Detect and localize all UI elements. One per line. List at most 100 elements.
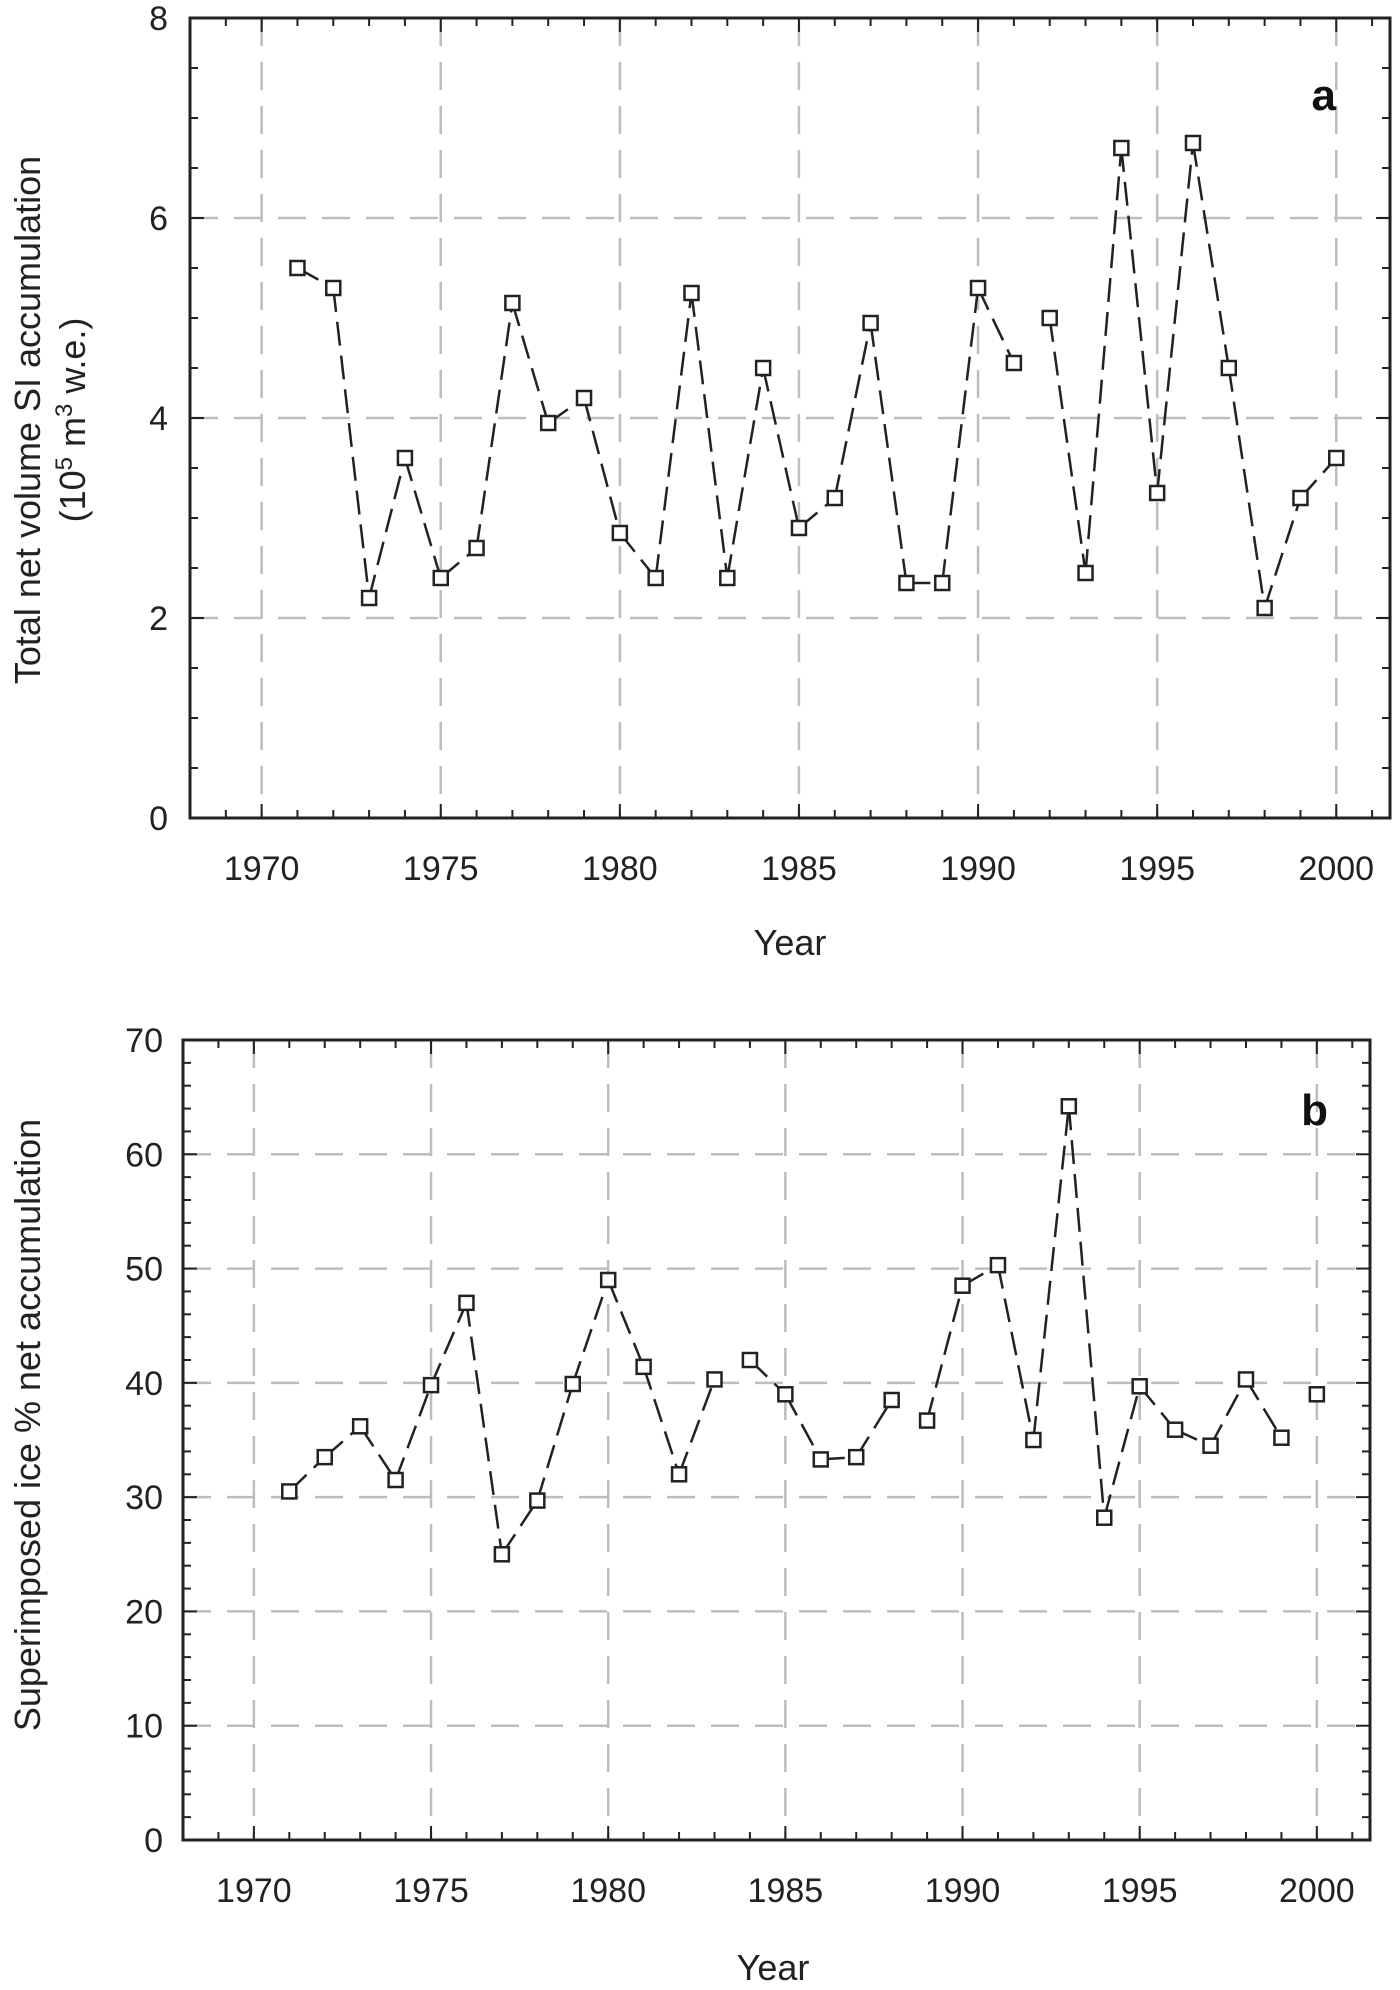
series-segment — [642, 1366, 681, 1475]
x-tick-label: 1975 — [393, 1872, 469, 1910]
data-point-marker — [683, 284, 700, 302]
series-segment — [996, 1264, 1035, 1441]
data-point-marker — [790, 519, 808, 537]
data-point-marker — [316, 1448, 333, 1466]
x-tick-label: 1980 — [570, 1872, 646, 1910]
data-point-marker — [706, 1371, 723, 1388]
panel-b-y-tick-labels: 0 10 20 30 40 50 60 70 — [125, 1022, 163, 1860]
series-segment — [571, 1279, 610, 1385]
panel-a-y-tick-labels: 0 2 4 6 8 — [149, 0, 168, 838]
series-segment — [429, 1302, 468, 1386]
series-segment — [403, 457, 442, 579]
data-point-marker — [468, 539, 485, 557]
x-tick-label: 2000 — [1279, 1872, 1355, 1910]
data-point-marker — [1256, 599, 1273, 617]
data-point-marker — [458, 1294, 475, 1312]
data-point-marker — [529, 1492, 546, 1509]
data-point-marker — [281, 1483, 298, 1500]
panel-b-ticks — [182, 1039, 1370, 1841]
series-segment — [1155, 142, 1195, 494]
x-tick-label: 1970 — [216, 1872, 292, 1910]
series-segment — [1084, 147, 1123, 574]
panel-a-x-axis-title: Year — [754, 922, 827, 963]
y-tick-label: 8 — [149, 0, 168, 38]
panel-b-letter: b — [1301, 1086, 1328, 1135]
y-tick-label: 60 — [125, 1136, 163, 1174]
data-point-marker — [954, 1277, 971, 1294]
data-point-marker — [422, 1376, 440, 1394]
x-tick-label: 1995 — [1119, 850, 1195, 888]
data-point-marker — [741, 1351, 759, 1369]
data-point-marker — [1292, 489, 1309, 507]
x-tick-label: 1980 — [582, 850, 658, 888]
series-segment — [1103, 1385, 1141, 1519]
data-point-marker — [826, 489, 844, 507]
series-segment — [726, 367, 765, 579]
series-segment — [394, 1384, 433, 1481]
data-point-marker — [812, 1451, 830, 1468]
data-point-marker — [575, 389, 593, 407]
series-segment — [1120, 147, 1159, 494]
data-point-marker — [351, 1418, 369, 1435]
series-segment — [654, 292, 693, 579]
data-point-marker — [1041, 309, 1058, 327]
series-segment — [925, 1285, 964, 1421]
series-segment — [1191, 142, 1231, 369]
data-point-marker — [432, 569, 449, 587]
series-segment — [511, 302, 550, 424]
x-tick-label: 2000 — [1298, 850, 1374, 888]
panel-a-chart: 1970 1975 1980 1985 1990 1995 2000 0 2 4 6 8 a Yea… — [7, 0, 1392, 963]
x-tick-label: 1975 — [403, 850, 479, 888]
panel-a-plot-frame — [188, 16, 1392, 820]
data-point-marker — [754, 359, 772, 377]
data-point-marker — [1308, 1386, 1326, 1403]
series-segment — [833, 322, 872, 499]
data-point-marker — [387, 1471, 404, 1489]
panel-a-gridlines — [190, 18, 1390, 818]
data-point-marker — [396, 449, 414, 467]
data-point-marker — [1166, 1421, 1184, 1438]
panel-b-chart: 1970 1975 1980 1985 1990 1995 2000 0 10 20 30 40 50… — [7, 1022, 1372, 1988]
series-segment — [475, 302, 514, 549]
series-segment — [1032, 1106, 1071, 1441]
data-point-marker — [1060, 1098, 1078, 1115]
x-tick-label: 1995 — [1102, 1872, 1178, 1910]
data-point-marker — [599, 1271, 617, 1289]
y-tick-label: 40 — [125, 1365, 163, 1403]
y-tick-label: 4 — [149, 400, 168, 438]
series-segment — [465, 1302, 504, 1555]
y-tick-label: 6 — [149, 200, 168, 238]
y-tick-label: 50 — [125, 1251, 163, 1289]
data-point-marker — [1096, 1509, 1113, 1526]
series-segment — [784, 1393, 822, 1461]
panel-a-series — [289, 134, 1345, 617]
series-segment — [607, 1279, 645, 1368]
y-tick-label: 70 — [125, 1022, 163, 1060]
x-tick-label: 1970 — [224, 850, 300, 888]
data-point-marker — [564, 1375, 582, 1393]
data-point-marker — [918, 1412, 936, 1429]
data-point-marker — [539, 414, 557, 432]
data-point-marker — [289, 259, 306, 277]
series-segment — [1227, 367, 1266, 609]
y-tick-label: 2 — [149, 600, 168, 638]
data-point-marker — [493, 1546, 511, 1563]
series-segment — [761, 367, 801, 529]
x-tick-label: 1990 — [925, 1872, 1001, 1910]
data-point-marker — [611, 524, 629, 542]
panel-a-y-axis-title-line1: Total net volume SI accumulation — [7, 156, 48, 684]
series-segment — [367, 457, 407, 599]
data-point-marker — [1113, 139, 1130, 157]
series-segment — [500, 1499, 539, 1555]
x-tick-label: 1990 — [940, 850, 1016, 888]
data-point-marker — [1148, 484, 1166, 502]
data-point-marker — [883, 1391, 900, 1409]
data-point-marker — [933, 574, 951, 592]
y-tick-label: 10 — [125, 1708, 163, 1746]
data-point-marker — [1025, 1431, 1042, 1449]
series-segment — [677, 1378, 716, 1475]
series-segment — [1048, 317, 1087, 574]
series-segment — [536, 1383, 574, 1501]
data-point-marker — [1202, 1437, 1219, 1454]
data-point-marker — [1328, 449, 1345, 467]
